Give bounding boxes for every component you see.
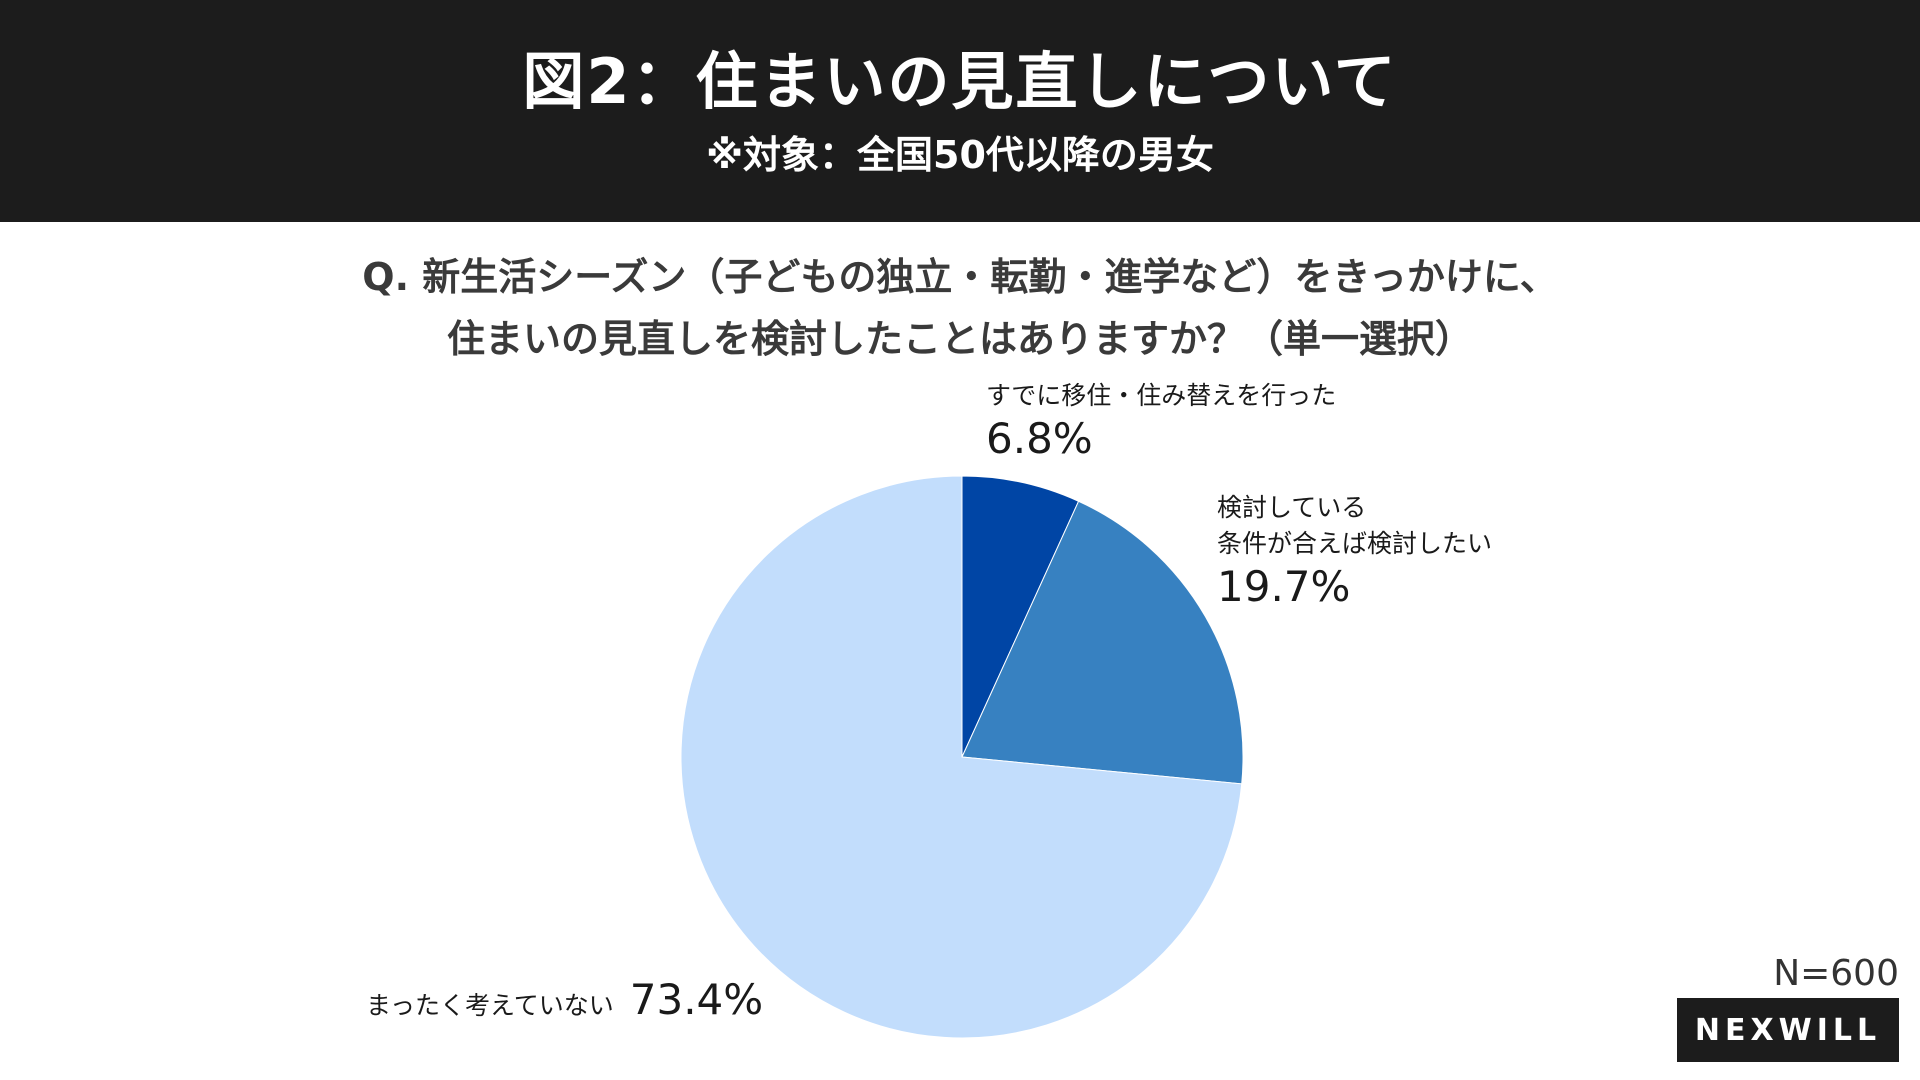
slice-label-moved-category: すでに移住・住み替えを行った (986, 381, 1337, 410)
survey-question: Q. 新生活シーズン（子どもの独立・転勤・進学など）をきっかけに、 住まいの見直… (0, 246, 1920, 370)
slice-label-considering-category-1: 検討している (1217, 493, 1367, 522)
chart-subtitle: ※対象：全国50代以降の男女 (706, 133, 1214, 177)
slice-label-moved: すでに移住・住み替えを行った 6.8% (986, 378, 1336, 464)
slice-label-considering-value: 19.7% (1217, 562, 1351, 611)
chart-title: 図2：住まいの見直しについて (522, 45, 1398, 118)
pie-slice-considering (961, 500, 1244, 785)
header-banner: 図2：住まいの見直しについて ※対象：全国50代以降の男女 (0, 0, 1920, 222)
slice-label-moved-value: 6.8% (986, 414, 1093, 463)
question-line-2: 住まいの見直しを検討したことはありますか？（単一選択） (446, 317, 1473, 361)
question-line-1: Q. 新生活シーズン（子どもの独立・転勤・進学など）をきっかけに、 (362, 255, 1558, 299)
slice-label-not-considering: まったく考えていない 73.4% (366, 975, 763, 1025)
slice-label-considering: 検討している 条件が合えば検討したい 19.7% (1217, 490, 1492, 612)
pie-slice-moved (961, 475, 1080, 758)
sample-size: N=600 (1773, 953, 1899, 994)
slice-label-not-considering-category: まったく考えていない (366, 991, 614, 1020)
slice-label-considering-category-2: 条件が合えば検討したい (1217, 529, 1493, 558)
slice-label-not-considering-value: 73.4% (629, 975, 764, 1024)
pie-slice-not-considering (680, 475, 1243, 1039)
brand-logo: NEXWILL (1677, 998, 1899, 1062)
